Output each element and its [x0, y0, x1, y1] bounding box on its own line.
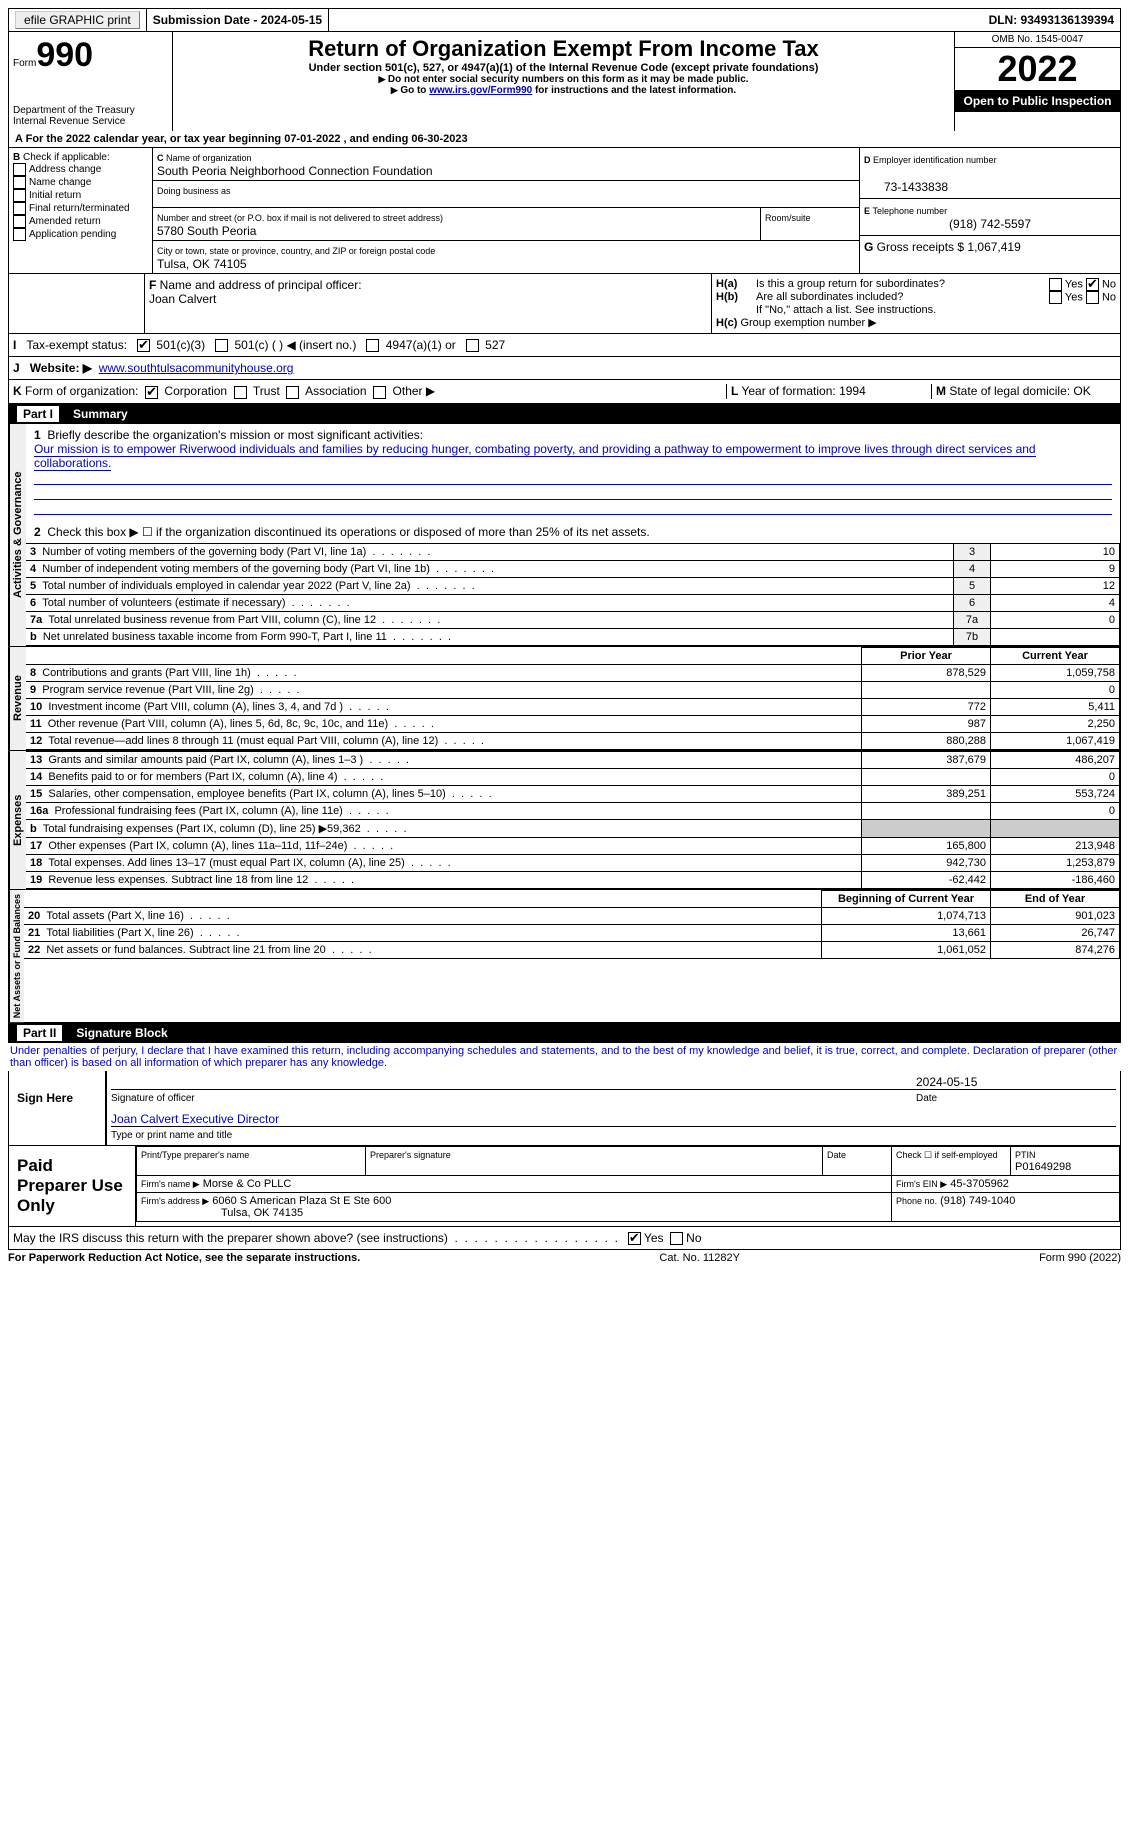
checkbox-527[interactable] [466, 339, 479, 352]
mission-text: Our mission is to empower Riverwood indi… [34, 442, 1036, 471]
footer: For Paperwork Reduction Act Notice, see … [8, 1250, 1121, 1264]
section-klm: K Form of organization: Corporation Trus… [8, 380, 1121, 403]
netassets-table: Beginning of Current YearEnd of Year 20 … [24, 890, 1120, 959]
form-title: Return of Organization Exempt From Incom… [177, 36, 950, 62]
checkbox-amended[interactable] [13, 215, 26, 228]
state-domicile: OK [1073, 384, 1090, 398]
checkbox-name-change[interactable] [13, 176, 26, 189]
firm-ein: 45-3705962 [950, 1178, 1009, 1190]
form-number-box: Form990 Department of the Treasury Inter… [9, 32, 173, 131]
checkbox-assoc[interactable] [286, 386, 299, 399]
discuss-row: May the IRS discuss this return with the… [8, 1227, 1121, 1250]
checkbox-final-return[interactable] [13, 202, 26, 215]
checkbox-ha-yes[interactable] [1049, 278, 1062, 291]
irs-form990-link[interactable]: www.irs.gov/Form990 [429, 85, 532, 96]
officer-signature-name: Joan Calvert Executive Director [111, 1112, 279, 1126]
title-box: Return of Organization Exempt From Incom… [173, 32, 954, 131]
firm-name: Morse & Co PLLC [203, 1178, 292, 1190]
firm-address: 6060 S American Plaza St E Ste 600 [212, 1195, 391, 1207]
year-formation: 1994 [839, 384, 866, 398]
vert-governance: Activities & Governance [9, 424, 26, 646]
officer-name: Joan Calvert [149, 292, 216, 306]
section-deg: D Employer identification number 73-1433… [860, 148, 1121, 274]
org-address: 5780 South Peoria [157, 224, 256, 238]
vert-netassets: Net Assets or Fund Balances [9, 890, 24, 1022]
irs-label: Internal Revenue Service [13, 116, 168, 127]
tax-year-line: A For the 2022 calendar year, or tax yea… [8, 131, 1121, 148]
section-f: F Name and address of principal officer:… [145, 274, 712, 334]
submission-date: Submission Date - 2024-05-15 [147, 9, 329, 31]
efile-print-button[interactable]: efile GRAPHIC print [15, 11, 140, 29]
checkbox-address-change[interactable] [13, 163, 26, 176]
revenue-table: Prior YearCurrent Year 8 Contributions a… [26, 647, 1120, 750]
checkbox-corp[interactable] [145, 386, 158, 399]
ptin: P01649298 [1015, 1161, 1071, 1173]
website-link[interactable]: www.southtulsacommunityhouse.org [99, 361, 294, 375]
checkbox-trust[interactable] [234, 386, 247, 399]
dept-treasury: Department of the Treasury [13, 105, 168, 116]
paid-preparer-label: Paid Preparer Use Only [9, 1146, 135, 1226]
governance-table: 3 Number of voting members of the govern… [26, 543, 1120, 646]
org-city: Tulsa, OK 74105 [157, 257, 247, 271]
gross-receipts: 1,067,419 [967, 240, 1020, 254]
expenses-table: 13 Grants and similar amounts paid (Part… [26, 751, 1120, 889]
section-b: B Check if applicable: Address change Na… [8, 148, 153, 274]
sign-here-label: Sign Here [9, 1071, 105, 1145]
checkbox-501c3[interactable] [137, 339, 150, 352]
org-name: South Peoria Neighborhood Connection Fou… [157, 164, 433, 178]
year-box: OMB No. 1545-0047 2022 Open to Public In… [954, 32, 1120, 131]
checkbox-other[interactable] [373, 386, 386, 399]
top-bar: efile GRAPHIC print Submission Date - 20… [8, 8, 1121, 32]
penalties-text: Under penalties of perjury, I declare th… [8, 1043, 1121, 1071]
telephone: (918) 742-5597 [864, 217, 1116, 231]
sig-date: 2024-05-15 [916, 1075, 1116, 1090]
section-j: J Website: ▶ www.southtulsacommunityhous… [8, 357, 1121, 380]
firm-phone: (918) 749-1040 [940, 1195, 1015, 1207]
checkbox-hb-yes[interactable] [1049, 291, 1062, 304]
vert-revenue: Revenue [9, 647, 26, 750]
part2-header: Part IISignature Block [8, 1023, 1121, 1043]
checkbox-ha-no[interactable] [1086, 278, 1099, 291]
vert-expenses: Expenses [9, 751, 26, 889]
checkbox-501c[interactable] [215, 339, 228, 352]
checkbox-initial-return[interactable] [13, 189, 26, 202]
checkbox-discuss-yes[interactable] [628, 1232, 641, 1245]
part1-header: Part ISummary [8, 404, 1121, 424]
checkbox-application-pending[interactable] [13, 228, 26, 241]
section-c: C Name of organization South Peoria Neig… [153, 148, 860, 274]
dln: DLN: 93493136139394 [983, 9, 1120, 31]
section-i: I Tax-exempt status: 501(c)(3) 501(c) ( … [8, 334, 1121, 357]
checkbox-discuss-no[interactable] [670, 1232, 683, 1245]
tax-year: 2022 [955, 48, 1120, 90]
checkbox-4947[interactable] [366, 339, 379, 352]
section-h: H(a)Is this a group return for subordina… [712, 274, 1121, 334]
checkbox-hb-no[interactable] [1086, 291, 1099, 304]
ein: 73-1433838 [864, 180, 948, 194]
